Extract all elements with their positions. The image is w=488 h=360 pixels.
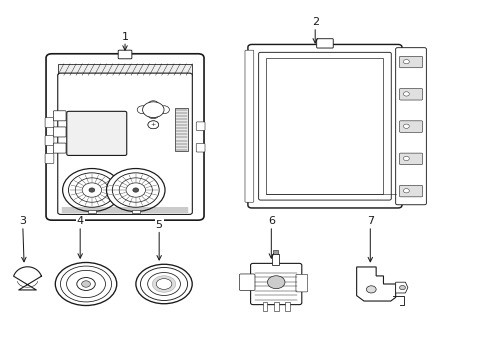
Circle shape xyxy=(148,101,158,109)
FancyBboxPatch shape xyxy=(239,274,254,291)
Circle shape xyxy=(148,121,158,129)
Bar xyxy=(273,302,278,311)
FancyBboxPatch shape xyxy=(399,153,422,165)
Circle shape xyxy=(148,121,158,129)
FancyBboxPatch shape xyxy=(53,127,66,137)
Text: +: + xyxy=(150,122,156,127)
Circle shape xyxy=(267,276,285,289)
FancyBboxPatch shape xyxy=(258,52,390,200)
Ellipse shape xyxy=(140,267,187,301)
Text: 7: 7 xyxy=(366,216,373,262)
Circle shape xyxy=(403,124,408,129)
FancyBboxPatch shape xyxy=(399,89,422,100)
Circle shape xyxy=(75,178,108,202)
Circle shape xyxy=(112,173,159,207)
Bar xyxy=(132,211,140,213)
Text: 3: 3 xyxy=(19,216,26,262)
Circle shape xyxy=(403,156,408,161)
FancyBboxPatch shape xyxy=(399,56,422,68)
FancyBboxPatch shape xyxy=(118,50,132,59)
Text: 1: 1 xyxy=(122,32,128,50)
Bar xyxy=(58,64,192,75)
FancyBboxPatch shape xyxy=(67,111,126,156)
Bar xyxy=(285,302,289,311)
Bar xyxy=(88,211,96,213)
Ellipse shape xyxy=(81,281,90,287)
Text: 2: 2 xyxy=(311,17,318,43)
FancyBboxPatch shape xyxy=(58,73,192,215)
FancyBboxPatch shape xyxy=(45,118,54,128)
Bar xyxy=(273,250,278,254)
Polygon shape xyxy=(395,282,407,293)
Ellipse shape xyxy=(77,278,95,291)
Circle shape xyxy=(89,188,95,192)
Ellipse shape xyxy=(66,270,105,298)
Ellipse shape xyxy=(61,266,111,302)
Circle shape xyxy=(403,59,408,64)
Ellipse shape xyxy=(55,262,117,306)
FancyBboxPatch shape xyxy=(399,121,422,132)
FancyBboxPatch shape xyxy=(244,50,253,202)
Circle shape xyxy=(106,168,164,212)
FancyBboxPatch shape xyxy=(196,143,204,152)
Bar xyxy=(272,254,279,265)
Circle shape xyxy=(133,188,139,192)
Circle shape xyxy=(403,189,408,193)
Polygon shape xyxy=(14,267,41,290)
Circle shape xyxy=(366,286,375,293)
Circle shape xyxy=(82,183,102,197)
Text: 4: 4 xyxy=(77,216,83,258)
FancyBboxPatch shape xyxy=(45,153,54,163)
FancyBboxPatch shape xyxy=(46,54,203,220)
FancyBboxPatch shape xyxy=(295,274,307,292)
Circle shape xyxy=(119,178,152,202)
Circle shape xyxy=(68,173,115,207)
Circle shape xyxy=(403,92,408,96)
Bar xyxy=(262,302,267,311)
Circle shape xyxy=(62,168,121,212)
Circle shape xyxy=(399,285,405,290)
Text: 5: 5 xyxy=(155,220,163,260)
FancyBboxPatch shape xyxy=(399,185,422,197)
FancyBboxPatch shape xyxy=(247,44,401,208)
Circle shape xyxy=(158,106,169,114)
FancyBboxPatch shape xyxy=(316,39,332,48)
FancyBboxPatch shape xyxy=(395,48,426,205)
Circle shape xyxy=(148,111,158,119)
Circle shape xyxy=(142,102,163,118)
FancyBboxPatch shape xyxy=(250,264,301,305)
Ellipse shape xyxy=(156,279,171,289)
Bar xyxy=(174,108,188,151)
Ellipse shape xyxy=(136,264,192,304)
Ellipse shape xyxy=(147,273,180,296)
Bar xyxy=(266,58,383,194)
FancyBboxPatch shape xyxy=(53,143,66,153)
Text: 6: 6 xyxy=(267,216,274,258)
FancyBboxPatch shape xyxy=(196,122,204,131)
FancyBboxPatch shape xyxy=(53,111,66,121)
Circle shape xyxy=(126,183,145,197)
Ellipse shape xyxy=(152,276,175,292)
Polygon shape xyxy=(356,267,395,301)
FancyBboxPatch shape xyxy=(45,135,54,145)
Circle shape xyxy=(137,106,148,114)
